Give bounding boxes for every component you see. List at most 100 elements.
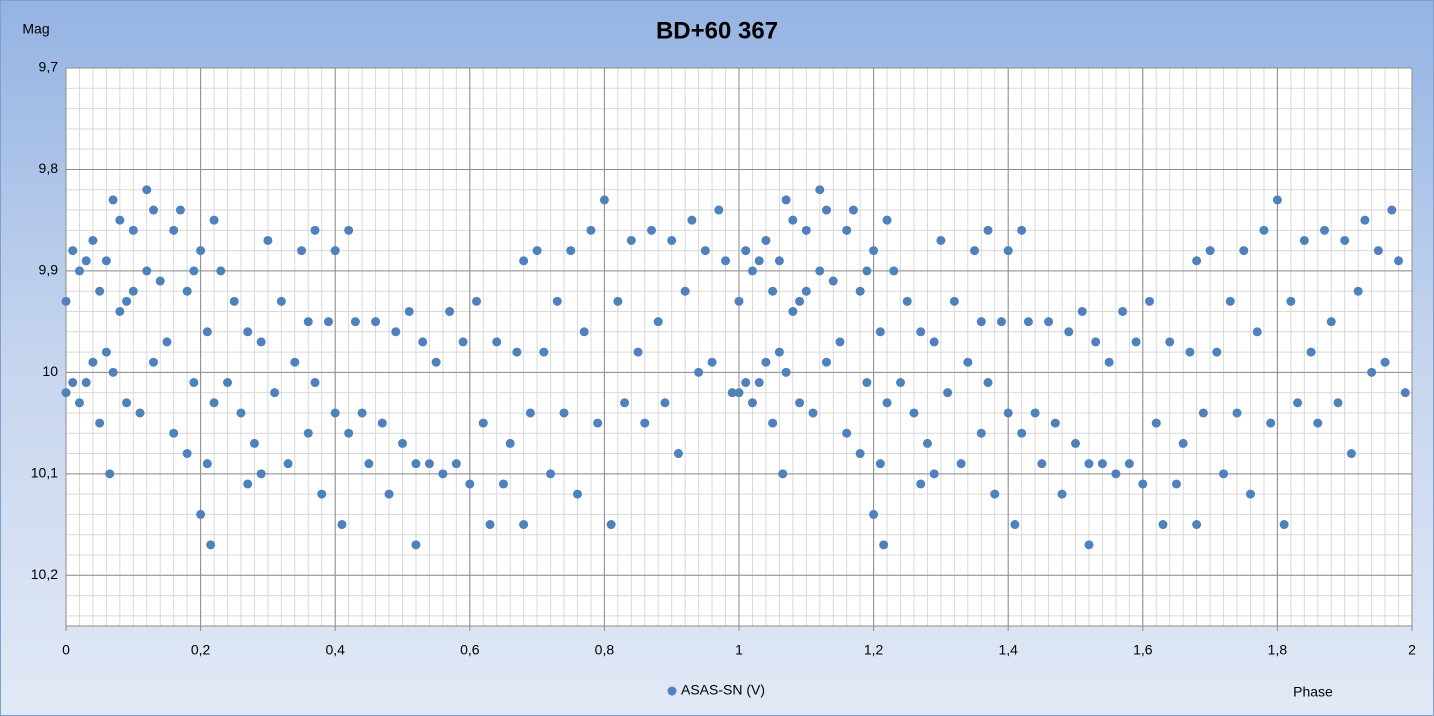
data-point — [1266, 418, 1276, 428]
data-point — [223, 378, 233, 388]
data-point — [323, 317, 333, 327]
data-point — [303, 428, 313, 438]
data-point — [512, 347, 522, 357]
data-point — [943, 388, 953, 398]
data-point — [909, 408, 919, 418]
data-point — [1225, 296, 1235, 306]
data-point — [1387, 205, 1397, 215]
x-tick-label: 1,8 — [1268, 642, 1288, 658]
data-point — [384, 489, 394, 499]
data-point — [142, 266, 152, 276]
data-point — [963, 357, 973, 367]
data-point — [593, 418, 603, 428]
data-point — [451, 459, 461, 469]
data-point — [472, 296, 482, 306]
data-point — [1205, 246, 1215, 256]
data-point — [929, 337, 939, 347]
data-point — [1050, 418, 1060, 428]
data-point — [1084, 540, 1094, 550]
data-point — [122, 398, 132, 408]
data-point — [572, 489, 582, 499]
data-point — [821, 205, 831, 215]
data-point — [586, 225, 596, 235]
data-point — [754, 378, 764, 388]
data-point — [209, 215, 219, 225]
data-point — [1306, 347, 1316, 357]
data-point — [660, 398, 670, 408]
data-point — [81, 378, 91, 388]
x-tick-label: 2 — [1408, 642, 1416, 658]
data-point — [519, 256, 529, 266]
y-axis-title: Mag — [22, 21, 49, 37]
data-point — [1192, 520, 1202, 530]
y-tick-label: 10,1 — [31, 465, 58, 481]
data-point — [128, 225, 138, 235]
data-point — [774, 256, 784, 266]
data-point — [996, 317, 1006, 327]
data-point — [276, 296, 286, 306]
data-point — [1293, 398, 1303, 408]
data-point — [357, 408, 367, 418]
data-point — [862, 266, 872, 276]
data-point — [330, 408, 340, 418]
data-point — [579, 327, 589, 337]
data-point — [1077, 306, 1087, 316]
data-point — [808, 408, 818, 418]
data-point — [882, 398, 892, 408]
data-point — [1394, 256, 1404, 266]
data-point — [68, 378, 78, 388]
data-point — [243, 327, 253, 337]
data-point — [788, 215, 798, 225]
data-point — [350, 317, 360, 327]
x-tick-label: 1,4 — [998, 642, 1018, 658]
data-point — [391, 327, 401, 337]
data-point — [869, 246, 879, 256]
data-point — [640, 418, 650, 428]
data-point — [721, 256, 731, 266]
data-point — [539, 347, 549, 357]
data-point — [902, 296, 912, 306]
data-point — [1340, 235, 1350, 245]
data-point — [667, 235, 677, 245]
data-point — [68, 246, 78, 256]
legend-label: ASAS-SN (V) — [681, 682, 765, 698]
data-point — [81, 256, 91, 266]
data-point — [848, 205, 858, 215]
data-point — [229, 296, 239, 306]
data-point — [1272, 195, 1282, 205]
data-point — [1239, 246, 1249, 256]
data-point — [108, 195, 118, 205]
data-point — [115, 215, 125, 225]
data-point — [155, 276, 165, 286]
data-point — [128, 286, 138, 296]
data-point — [936, 235, 946, 245]
data-point — [788, 306, 798, 316]
data-point — [505, 438, 515, 448]
data-point — [734, 296, 744, 306]
data-point — [115, 306, 125, 316]
data-point — [216, 266, 226, 276]
data-point — [344, 225, 354, 235]
data-point — [754, 256, 764, 266]
data-point — [1044, 317, 1054, 327]
data-point — [801, 286, 811, 296]
data-point — [256, 337, 266, 347]
data-point — [297, 246, 307, 256]
data-point — [768, 418, 778, 428]
data-point — [626, 235, 636, 245]
data-point — [633, 347, 643, 357]
data-point — [778, 469, 788, 479]
data-point — [1380, 357, 1390, 367]
data-point — [1320, 225, 1330, 235]
data-point — [781, 367, 791, 377]
data-point — [196, 509, 206, 519]
data-point — [795, 296, 805, 306]
data-point — [983, 378, 993, 388]
data-point — [1259, 225, 1269, 235]
data-point — [879, 540, 889, 550]
data-point — [1071, 438, 1080, 448]
y-tick-label: 10 — [42, 363, 58, 379]
data-point — [1138, 479, 1148, 489]
data-point — [1030, 408, 1040, 418]
data-point — [310, 378, 320, 388]
